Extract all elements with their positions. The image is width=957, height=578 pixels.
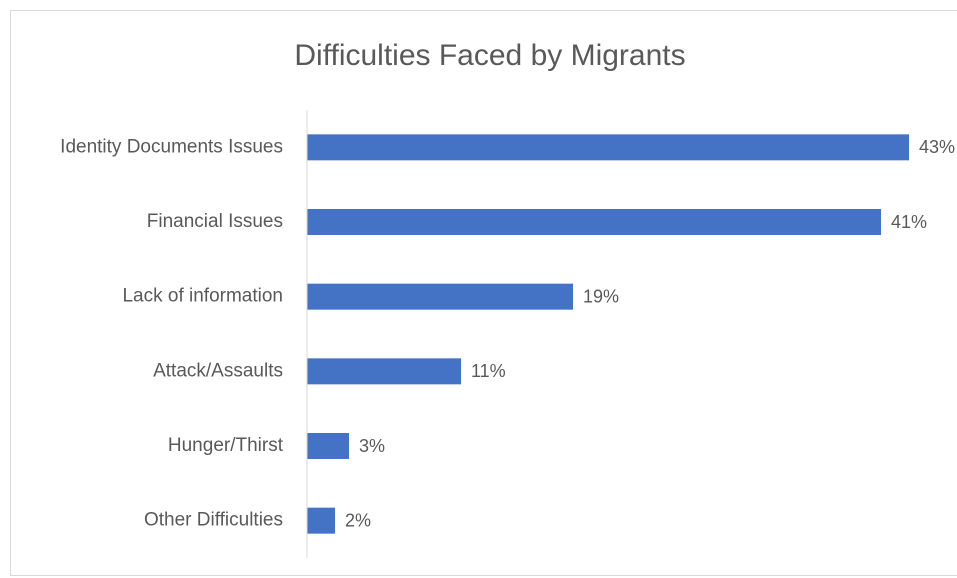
value-label: 41% [891, 212, 927, 232]
bar [307, 358, 461, 385]
value-label: 43% [919, 137, 955, 157]
category-label: Hunger/Thirst [168, 435, 284, 456]
bar [307, 283, 573, 310]
category-label: Financial Issues [147, 211, 283, 232]
bar [307, 209, 881, 235]
value-label: 2% [345, 510, 371, 530]
chart-title: Difficulties Faced by Migrants [294, 39, 685, 72]
category-label: Identity Documents Issues [60, 136, 283, 157]
category-label: Other Difficulties [144, 510, 283, 531]
value-label: 19% [583, 286, 619, 306]
bar [307, 507, 335, 534]
value-label: 3% [359, 436, 385, 456]
bar [307, 433, 349, 459]
category-label: Attack/Assaults [153, 360, 283, 381]
category-label: Lack of information [122, 286, 283, 307]
value-label: 11% [471, 361, 506, 381]
bar [307, 134, 909, 161]
